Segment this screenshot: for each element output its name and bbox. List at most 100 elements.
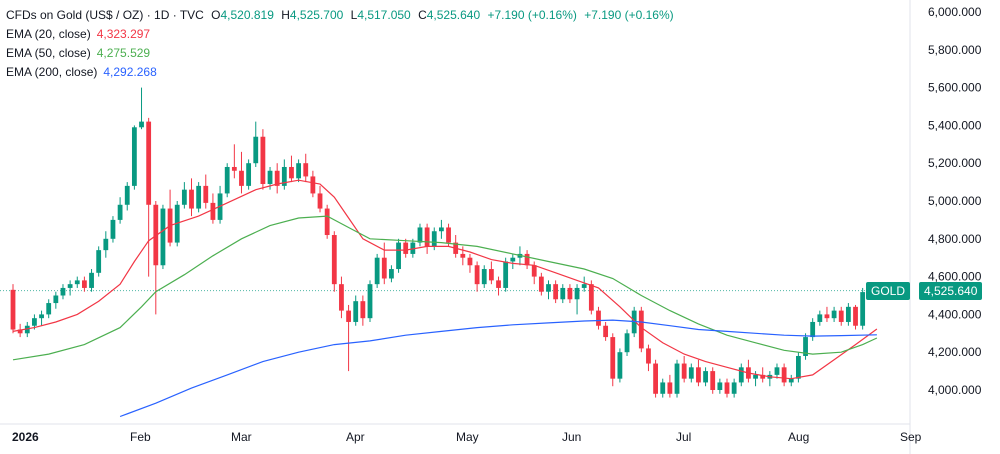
candle[interactable] xyxy=(396,238,401,273)
candle[interactable] xyxy=(596,306,601,330)
candle[interactable] xyxy=(274,163,280,194)
candle[interactable] xyxy=(553,280,559,304)
candle[interactable] xyxy=(160,204,166,270)
candle[interactable] xyxy=(189,178,194,217)
ema200-row[interactable]: EMA (200, close) 4,292.268 xyxy=(6,63,674,82)
candle[interactable] xyxy=(39,310,44,326)
candle[interactable] xyxy=(767,371,773,387)
candle[interactable] xyxy=(524,250,530,270)
candle[interactable] xyxy=(139,87,144,130)
candle[interactable] xyxy=(339,276,344,319)
candle[interactable] xyxy=(610,333,616,387)
candle[interactable] xyxy=(688,363,694,383)
y-tick-label[interactable]: 4,600.000 xyxy=(928,270,982,284)
candle[interactable] xyxy=(103,231,109,258)
y-tick-label[interactable]: 5,000.000 xyxy=(928,194,982,208)
x-tick-label[interactable]: Feb xyxy=(130,430,151,444)
candle[interactable] xyxy=(367,280,373,322)
x-tick-label[interactable]: 2026 xyxy=(12,430,39,444)
candle[interactable] xyxy=(760,367,766,383)
candle[interactable] xyxy=(731,378,737,398)
candle[interactable] xyxy=(53,291,59,309)
candle[interactable] xyxy=(488,261,494,285)
candle[interactable] xyxy=(296,159,301,183)
candle[interactable] xyxy=(538,272,544,296)
x-tick-label[interactable]: Apr xyxy=(346,430,365,444)
candle[interactable] xyxy=(474,261,480,292)
candle[interactable] xyxy=(696,359,701,387)
candle[interactable] xyxy=(845,303,851,326)
candle[interactable] xyxy=(153,201,159,315)
candle[interactable] xyxy=(82,276,87,292)
candle[interactable] xyxy=(60,284,66,300)
candle[interactable] xyxy=(603,321,609,341)
candle[interactable] xyxy=(131,125,137,190)
x-tick-label[interactable]: Jun xyxy=(562,430,581,444)
candle[interactable] xyxy=(374,253,380,288)
candle[interactable] xyxy=(289,155,294,183)
candle[interactable] xyxy=(588,280,594,315)
candle[interactable] xyxy=(360,295,366,326)
candle[interactable] xyxy=(503,257,509,292)
candle[interactable] xyxy=(389,265,394,283)
candle[interactable] xyxy=(746,359,751,383)
candle[interactable] xyxy=(510,253,516,270)
candle[interactable] xyxy=(117,197,123,224)
candle[interactable] xyxy=(717,378,723,394)
candle[interactable] xyxy=(403,238,409,258)
candle[interactable] xyxy=(239,151,244,194)
candle[interactable] xyxy=(803,333,808,360)
candle[interactable] xyxy=(67,280,73,296)
ema50-row[interactable]: EMA (50, close) 4,275.529 xyxy=(6,44,674,63)
candle[interactable] xyxy=(196,182,202,213)
candle[interactable] xyxy=(838,306,844,326)
candle[interactable] xyxy=(146,117,152,277)
candle[interactable] xyxy=(453,235,459,258)
y-tick-label[interactable]: 5,400.000 xyxy=(928,118,982,132)
candle[interactable] xyxy=(181,182,187,209)
candle[interactable] xyxy=(446,223,451,247)
candle[interactable] xyxy=(253,121,259,167)
candle[interactable] xyxy=(46,299,52,319)
candle[interactable] xyxy=(738,363,744,387)
candle[interactable] xyxy=(246,159,252,190)
y-tick-label[interactable]: 4,800.000 xyxy=(928,232,982,246)
candle[interactable] xyxy=(774,363,780,379)
candle[interactable] xyxy=(260,129,266,190)
candle[interactable] xyxy=(310,170,316,198)
candle[interactable] xyxy=(831,306,837,322)
x-tick-label[interactable]: Jul xyxy=(676,430,691,444)
candle[interactable] xyxy=(581,276,587,292)
candle[interactable] xyxy=(410,238,416,258)
y-tick-label[interactable]: 4,400.000 xyxy=(928,307,982,321)
candle[interactable] xyxy=(353,295,359,326)
candle[interactable] xyxy=(231,144,237,179)
candle[interactable] xyxy=(546,280,551,300)
x-tick-label[interactable]: Aug xyxy=(788,430,809,444)
ema200-line[interactable] xyxy=(119,319,877,418)
x-tick-label[interactable]: Sep xyxy=(900,430,922,444)
candle[interactable] xyxy=(810,318,816,341)
x-tick-label[interactable]: May xyxy=(456,430,479,444)
y-tick-label[interactable]: 5,800.000 xyxy=(928,43,982,57)
candle[interactable] xyxy=(210,193,216,224)
symbol-title[interactable]: CFDs on Gold (US$ / OZ) · 1D · TVC xyxy=(6,8,204,22)
y-tick-label[interactable]: 5,200.000 xyxy=(928,156,982,170)
candle[interactable] xyxy=(574,284,580,315)
candle[interactable] xyxy=(817,310,823,326)
candle[interactable] xyxy=(124,182,130,211)
candle[interactable] xyxy=(667,374,673,398)
y-tick-label[interactable]: 6,000.000 xyxy=(928,5,982,19)
candle[interactable] xyxy=(710,367,716,394)
candle[interactable] xyxy=(317,185,323,213)
candle[interactable] xyxy=(74,276,80,288)
candle[interactable] xyxy=(110,216,116,243)
candle[interactable] xyxy=(753,371,758,387)
candle[interactable] xyxy=(653,359,658,398)
candle[interactable] xyxy=(324,204,330,239)
candle[interactable] xyxy=(617,348,623,383)
ema20-line[interactable] xyxy=(12,179,878,380)
candle[interactable] xyxy=(89,269,94,292)
